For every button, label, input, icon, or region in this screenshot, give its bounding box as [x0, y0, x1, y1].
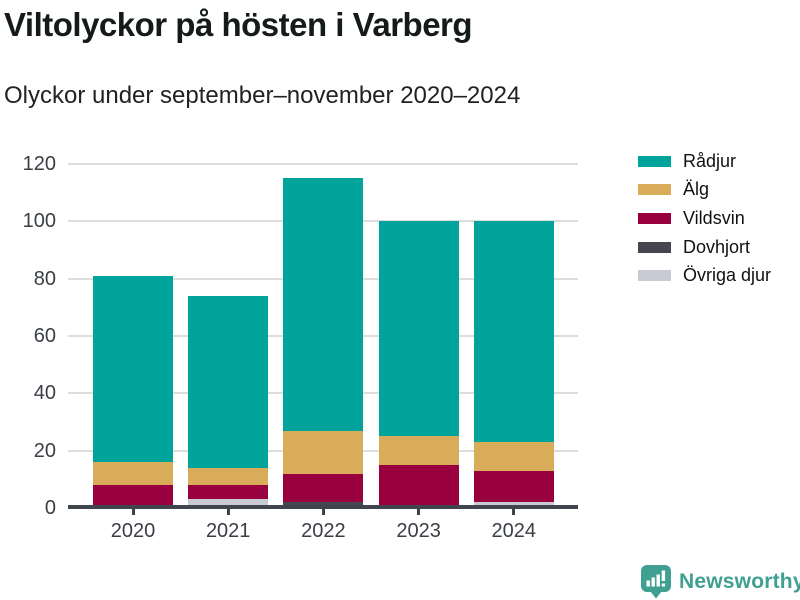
bar-segment-2020-Vildsvin [93, 485, 173, 509]
y-axis-tick-label: 0 [44, 497, 56, 519]
bar-segment-2022-Rådjur [283, 178, 364, 431]
x-axis-tick [321, 509, 325, 515]
x-axis-tick [417, 509, 421, 515]
chart-subtitle: Olyckor under september–november 2020–20… [4, 82, 521, 109]
chart-title: Viltolyckor på hösten i Varberg [4, 6, 473, 43]
bar-segment-2024-Vildsvin [473, 470, 554, 503]
x-axis-tick-label: 2024 [491, 520, 537, 542]
bar-segment-2024-Älg [473, 442, 554, 471]
bar-segment-2020-Älg [93, 462, 173, 486]
newsworthy-brand-text: Newsworthy [679, 569, 800, 593]
legend-label: Älg [683, 179, 710, 200]
x-axis-tick [131, 509, 135, 515]
bar-segment-2023-Rådjur [378, 221, 459, 437]
legend-swatch [638, 270, 671, 282]
x-axis-baseline [68, 504, 578, 509]
legend-label: Övriga djur [683, 265, 772, 286]
x-axis-tick [226, 509, 230, 515]
chart-legend: Rådjur Älg Vildsvin Dovhjort Övriga djur [638, 147, 771, 290]
legend-item-dovhjort: Dovhjort [638, 233, 771, 262]
y-axis-tick-label: 20 [33, 439, 56, 462]
legend-swatch [638, 241, 671, 253]
legend-item-älg: Älg [638, 176, 771, 205]
legend-item-övriga-djur: Övriga djur [638, 261, 771, 290]
bar-segment-2023-Älg [378, 436, 459, 465]
bar-segment-2024-Rådjur [473, 221, 554, 443]
legend-label: Dovhjort [683, 236, 751, 257]
bar-segment-2022-Vildsvin [283, 473, 364, 503]
legend-label: Vildsvin [683, 207, 745, 228]
y-axis-tick-label: 120 [22, 153, 56, 175]
newsworthy-branding: Newsworthy [640, 564, 800, 599]
x-axis-tick-label: 2020 [110, 520, 156, 542]
bar-segment-2021-Älg [188, 467, 269, 486]
bar-segment-2021-Vildsvin [188, 485, 269, 500]
legend-swatch [638, 155, 671, 167]
legend-label: Rådjur [683, 150, 737, 171]
bar-segment-2022-Älg [283, 430, 364, 474]
bar-segment-2021-Övriga djur [188, 499, 269, 509]
x-axis-tick-label: 2021 [205, 520, 251, 542]
x-axis-tick-label: 2023 [396, 520, 441, 542]
legend-swatch [638, 212, 671, 224]
legend-item-rådjur: Rådjur [638, 147, 771, 176]
y-gridline-120 [68, 163, 578, 165]
y-axis-tick-label: 60 [33, 325, 56, 347]
bar-segment-2023-Vildsvin [378, 465, 459, 509]
legend-item-vildsvin: Vildsvin [638, 204, 771, 233]
x-axis-tick-label: 2022 [301, 520, 346, 542]
bar-segment-2021-Rådjur [188, 295, 269, 468]
bar-segment-2020-Rådjur [93, 275, 173, 463]
legend-swatch [638, 184, 671, 196]
newsworthy-logo-icon [641, 565, 671, 599]
x-axis-tick [512, 509, 516, 515]
y-axis-tick-label: 100 [22, 210, 56, 233]
y-axis-tick-label: 80 [33, 267, 56, 290]
y-axis-tick-label: 40 [33, 382, 56, 405]
